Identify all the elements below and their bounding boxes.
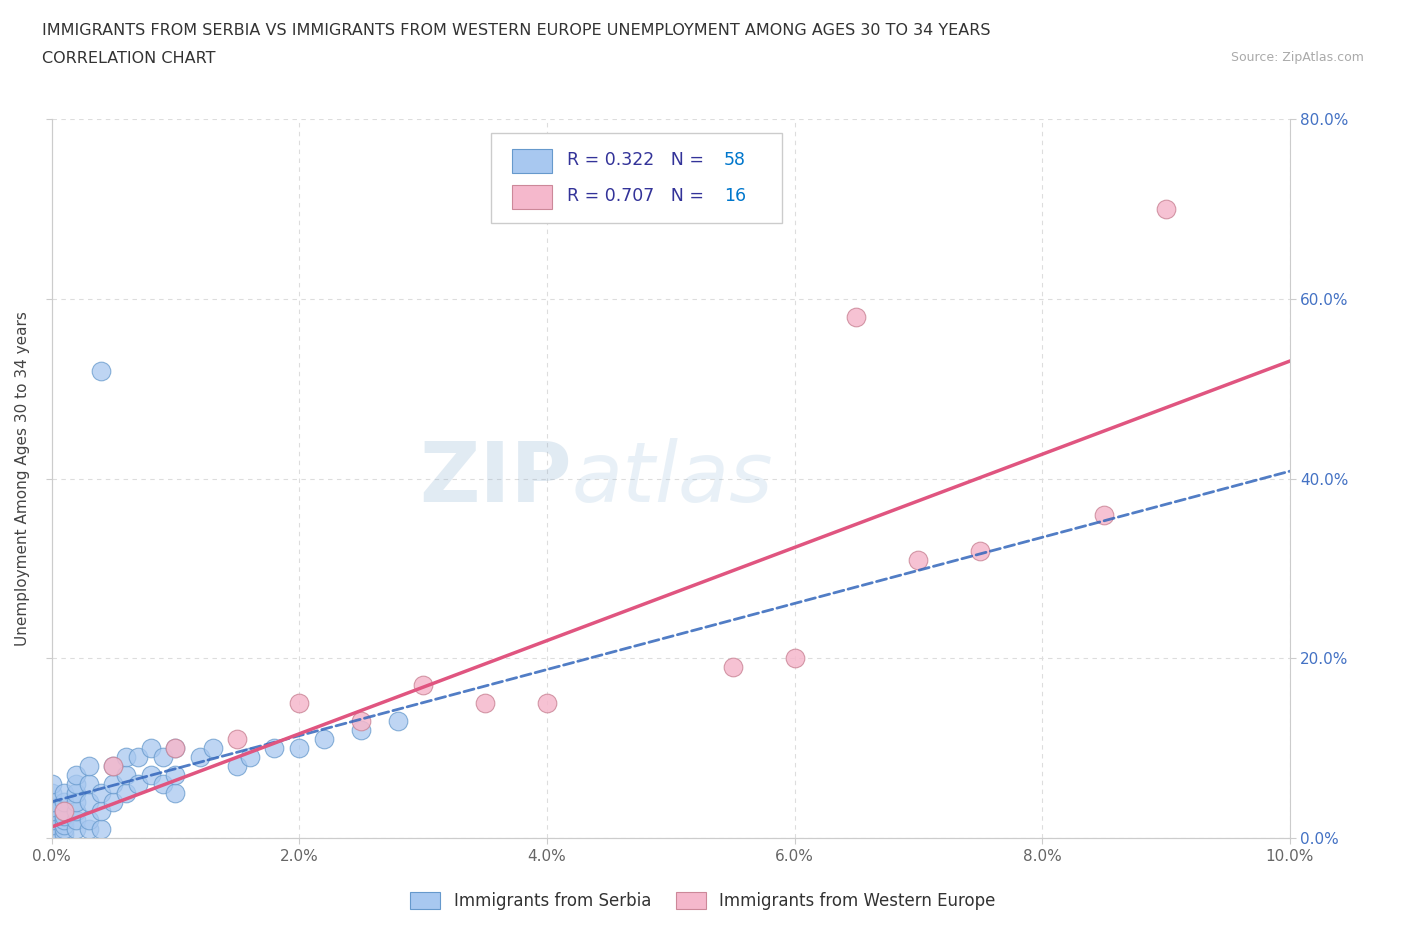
Point <box>152 750 174 764</box>
Point <box>77 813 100 828</box>
Point <box>103 795 125 810</box>
Point <box>65 768 87 783</box>
Point <box>165 768 187 783</box>
Point <box>90 822 112 837</box>
Point <box>127 750 149 764</box>
Point <box>41 813 63 828</box>
Point <box>77 795 100 810</box>
Point <box>288 741 311 756</box>
FancyBboxPatch shape <box>512 149 551 173</box>
Text: R = 0.707   N =: R = 0.707 N = <box>567 187 709 205</box>
Point <box>103 759 125 774</box>
Point <box>412 678 434 693</box>
Point <box>226 759 249 774</box>
Point <box>312 732 335 747</box>
Point <box>52 808 75 823</box>
Point <box>969 543 991 558</box>
Point <box>77 822 100 837</box>
Point <box>65 786 87 801</box>
Point <box>263 741 285 756</box>
Text: atlas: atlas <box>572 438 773 519</box>
Point <box>52 817 75 832</box>
Point <box>226 732 249 747</box>
Point <box>41 777 63 791</box>
Point <box>90 363 112 378</box>
Point <box>52 795 75 810</box>
Text: IMMIGRANTS FROM SERBIA VS IMMIGRANTS FROM WESTERN EUROPE UNEMPLOYMENT AMONG AGES: IMMIGRANTS FROM SERBIA VS IMMIGRANTS FRO… <box>42 23 991 38</box>
Text: CORRELATION CHART: CORRELATION CHART <box>42 51 215 66</box>
Point <box>65 822 87 837</box>
Point <box>41 800 63 815</box>
Point <box>114 750 136 764</box>
Point <box>165 741 187 756</box>
Point <box>52 822 75 837</box>
Point <box>65 795 87 810</box>
Point <box>41 804 63 819</box>
Point <box>52 804 75 819</box>
Text: 58: 58 <box>724 151 747 168</box>
Point <box>1154 201 1177 216</box>
Point <box>536 696 558 711</box>
Point <box>127 777 149 791</box>
Point <box>165 786 187 801</box>
Point <box>77 777 100 791</box>
Point <box>52 813 75 828</box>
Text: R = 0.322   N =: R = 0.322 N = <box>567 151 709 168</box>
Point <box>65 777 87 791</box>
Text: Source: ZipAtlas.com: Source: ZipAtlas.com <box>1230 51 1364 64</box>
Text: ZIP: ZIP <box>419 438 572 519</box>
Point <box>65 804 87 819</box>
Point <box>90 786 112 801</box>
Point <box>52 827 75 842</box>
Point <box>350 723 373 737</box>
FancyBboxPatch shape <box>491 133 782 223</box>
Point <box>52 804 75 819</box>
Point <box>188 750 211 764</box>
Point <box>41 786 63 801</box>
Point <box>783 651 806 666</box>
Y-axis label: Unemployment Among Ages 30 to 34 years: Unemployment Among Ages 30 to 34 years <box>15 312 30 646</box>
Point <box>41 827 63 842</box>
Point <box>65 813 87 828</box>
Point <box>139 741 162 756</box>
Legend: Immigrants from Serbia, Immigrants from Western Europe: Immigrants from Serbia, Immigrants from … <box>404 885 1002 917</box>
Point <box>139 768 162 783</box>
Point <box>239 750 262 764</box>
FancyBboxPatch shape <box>512 185 551 208</box>
Point <box>288 696 311 711</box>
Point <box>41 795 63 810</box>
Point <box>387 714 409 729</box>
Point <box>152 777 174 791</box>
Point <box>41 817 63 832</box>
Point <box>1092 507 1115 522</box>
Point <box>165 741 187 756</box>
Point <box>201 741 224 756</box>
Point <box>721 660 744 675</box>
Point <box>90 804 112 819</box>
Point <box>41 808 63 823</box>
Point <box>350 714 373 729</box>
Point <box>103 777 125 791</box>
Point <box>845 309 868 324</box>
Point <box>474 696 496 711</box>
Point <box>114 768 136 783</box>
Point <box>41 822 63 837</box>
Point <box>77 759 100 774</box>
Text: 16: 16 <box>724 187 747 205</box>
Point <box>103 759 125 774</box>
Point <box>907 552 929 567</box>
Point <box>52 786 75 801</box>
Point <box>114 786 136 801</box>
